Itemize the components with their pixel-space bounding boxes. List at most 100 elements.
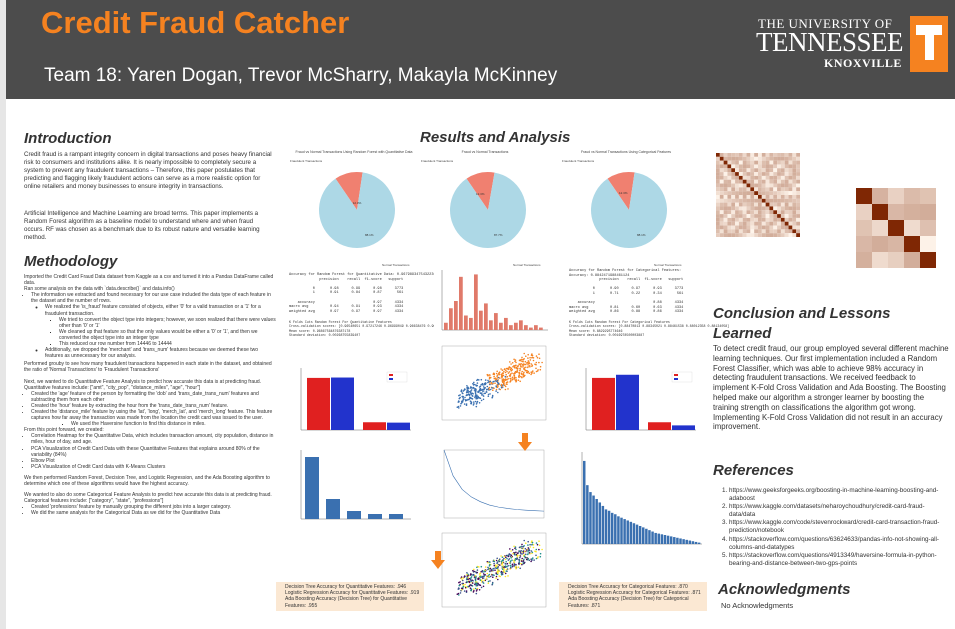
- heatmap-cell: [769, 217, 774, 222]
- scatter-point: [510, 554, 513, 557]
- scatter-point: [487, 566, 489, 569]
- reference-link[interactable]: https://www.kaggle.com/datasets/neharoyc…: [729, 503, 949, 519]
- heatmap-cell: [738, 156, 743, 161]
- heatmap-cell: [784, 164, 789, 169]
- heatmap-cell: [727, 229, 732, 234]
- heatmap-cell: [780, 195, 785, 199]
- scatter-point: [479, 576, 482, 578]
- bar: [638, 526, 642, 544]
- heatmap-cell: [765, 187, 770, 192]
- scatter-point: [518, 550, 521, 553]
- scatter-point: [523, 358, 525, 360]
- heatmap-cell: [727, 172, 732, 176]
- scatter-point: [513, 373, 515, 375]
- scatter-point: [493, 373, 496, 376]
- scatter-point: [496, 374, 499, 376]
- heatmap-cell: [750, 195, 755, 199]
- scatter-point: [520, 562, 522, 565]
- scatter-point: [527, 540, 529, 543]
- scatter-point: [509, 548, 511, 550]
- scatter-point: [538, 544, 541, 547]
- bar: [691, 541, 695, 544]
- scatter-point: [491, 574, 493, 576]
- scatter-point: [495, 390, 497, 392]
- scatter-point: [478, 573, 481, 575]
- bar-chart-actual-vs-predicted-quantitative: [287, 360, 422, 440]
- scatter-point: [464, 399, 467, 402]
- scatter-point: [468, 390, 471, 393]
- heatmap-cell: [769, 183, 774, 188]
- heatmap-cell: [758, 198, 762, 203]
- scatter-point: [522, 363, 525, 365]
- scatter-point: [532, 357, 535, 359]
- heatmap-cell: [716, 172, 720, 176]
- scatter-point: [527, 544, 529, 546]
- scatter-point: [457, 405, 460, 408]
- scatter-point: [517, 554, 519, 556]
- method-sub-bullet: Additionally, we dropped the 'merchant' …: [45, 347, 276, 359]
- scatter-point: [477, 390, 479, 393]
- scatter-point: [497, 383, 500, 385]
- heatmap-cell: [735, 217, 739, 222]
- scatter-point: [518, 375, 520, 378]
- bar: [509, 325, 513, 330]
- scatter-point: [475, 384, 477, 386]
- heatmap-cell: [746, 175, 751, 180]
- scatter-point: [518, 546, 521, 549]
- heatmap-cell: [780, 202, 785, 207]
- heatmap-cell: [716, 175, 720, 180]
- heatmap-cell: [758, 217, 762, 222]
- heatmap-cell: [754, 206, 758, 211]
- scatter-point: [460, 576, 463, 578]
- heatmap-cell: [746, 179, 751, 184]
- heatmap-cell: [780, 214, 785, 218]
- heatmap-cell: [796, 187, 800, 192]
- scatter-point: [499, 377, 501, 379]
- reference-link[interactable]: https://www.geeksforgeeks.org/boosting-i…: [729, 487, 949, 503]
- scatter-point: [514, 367, 516, 369]
- scatter-point: [502, 380, 504, 382]
- heatmap-cell: [769, 160, 774, 165]
- heatmap-cell: [784, 214, 789, 218]
- scatter-point: [515, 567, 517, 570]
- scatter-point: [518, 363, 521, 366]
- heatmap-cell: [758, 229, 762, 234]
- reference-link[interactable]: https://stackoverflow.com/questions/4913…: [729, 552, 949, 568]
- methodology-body: Imported the Credit Card Fraud Data data…: [24, 274, 276, 516]
- legend-swatch: [674, 378, 678, 380]
- scatter-point: [462, 390, 465, 392]
- heatmap-cell: [784, 221, 789, 226]
- scatter-point: [463, 388, 466, 390]
- scatter-point: [535, 367, 537, 370]
- heatmap-cell: [731, 195, 736, 199]
- scatter-point: [494, 564, 497, 566]
- heatmap-cell: [746, 206, 751, 211]
- heatmap-cell: [773, 210, 778, 215]
- scatter-point: [527, 366, 529, 369]
- heatmap-cell: [796, 217, 800, 222]
- scatter-point: [513, 374, 516, 377]
- heatmap-cell: [723, 221, 728, 226]
- scatter-point: [469, 579, 472, 581]
- scatter-point: [528, 362, 530, 364]
- scatter-point: [468, 581, 470, 583]
- heatmap-cell: [727, 187, 732, 192]
- scatter-point: [503, 555, 506, 558]
- scatter-point: [510, 564, 512, 567]
- scatter-point: [482, 395, 485, 397]
- scatter-point: [475, 405, 478, 408]
- scatter-point: [480, 378, 483, 381]
- reference-link[interactable]: https://www.kaggle.com/code/stevenrockwa…: [729, 519, 949, 535]
- scatter-point: [539, 365, 542, 368]
- scatter-point: [477, 577, 479, 580]
- scatter-point: [482, 388, 485, 390]
- method-sub-sub-bullet: We cleaned up that feature so that the o…: [59, 329, 276, 341]
- heatmap-cell: [746, 217, 751, 222]
- heatmap-cell: [746, 198, 751, 203]
- scatter-point: [481, 392, 483, 394]
- reference-link[interactable]: https://stackoverflow.com/questions/6362…: [729, 536, 949, 552]
- scatter-point: [474, 392, 477, 395]
- heatmap-cell: [750, 221, 755, 226]
- heatmap-cell: [746, 214, 751, 218]
- scatter-point: [539, 552, 542, 555]
